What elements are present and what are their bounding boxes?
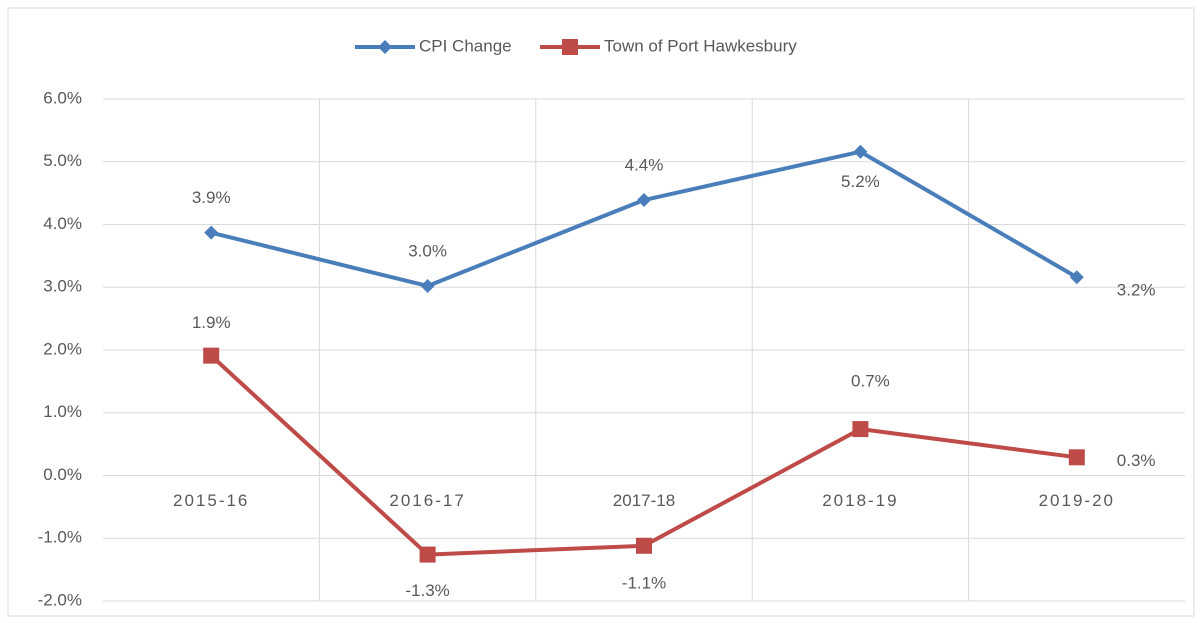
marker xyxy=(204,225,219,240)
marker xyxy=(420,278,435,293)
marker xyxy=(637,193,651,208)
y-tick-label: 5.0% xyxy=(43,151,82,170)
data-label: 3.9% xyxy=(192,188,231,207)
marker xyxy=(1068,449,1085,466)
x-tick-label: 2015-16 xyxy=(173,491,249,510)
marker xyxy=(853,144,868,159)
marker xyxy=(1069,270,1084,285)
data-label: 0.3% xyxy=(1117,451,1156,470)
y-tick-label: 3.0% xyxy=(43,277,82,296)
legend-marker xyxy=(378,40,392,54)
data-label: 5.2% xyxy=(841,172,880,191)
marker xyxy=(852,421,869,438)
y-tick-label: -2.0% xyxy=(38,590,82,609)
data-label: 1.9% xyxy=(192,313,231,332)
x-tick-label: 2017-18 xyxy=(613,491,675,510)
data-label: 3.0% xyxy=(408,241,447,260)
data-label: -1.3% xyxy=(405,581,449,600)
marker xyxy=(636,537,652,554)
y-tick-label: 2.0% xyxy=(43,339,82,358)
y-tick-label: 4.0% xyxy=(43,214,82,233)
x-tick-label: 2018-19 xyxy=(822,491,898,510)
y-tick-label: 0.0% xyxy=(43,465,82,484)
y-tick-label: 6.0% xyxy=(43,88,82,107)
data-label: -1.1% xyxy=(622,573,666,592)
x-tick-label: 2016-17 xyxy=(389,491,465,510)
x-tick-label: 2019-20 xyxy=(1039,491,1115,510)
marker xyxy=(419,546,436,563)
y-tick-label: -1.0% xyxy=(38,528,82,547)
data-label: 0.7% xyxy=(851,372,890,391)
legend-label: CPI Change xyxy=(419,36,512,55)
legend-marker xyxy=(562,39,578,55)
marker xyxy=(203,347,220,364)
y-tick-label: 1.0% xyxy=(43,402,82,421)
chart-border xyxy=(7,7,1195,617)
data-label: 3.2% xyxy=(1117,281,1156,300)
data-label: 4.4% xyxy=(625,156,664,175)
legend-label: Town of Port Hawkesbury xyxy=(604,36,797,55)
